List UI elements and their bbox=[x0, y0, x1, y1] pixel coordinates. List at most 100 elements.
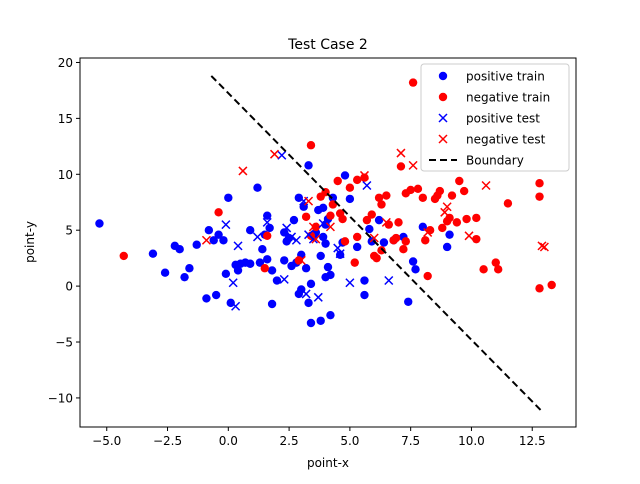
x-tick-label: 2.5 bbox=[280, 434, 299, 448]
positive-train-point bbox=[335, 250, 345, 259]
negative-test-point bbox=[537, 241, 547, 251]
negative-train-point bbox=[418, 193, 428, 202]
positive-train-point bbox=[263, 211, 272, 220]
negative-test-point bbox=[481, 180, 491, 191]
negative-test-point bbox=[308, 222, 318, 232]
positive-train-point bbox=[180, 272, 189, 282]
negative-train-point bbox=[462, 214, 471, 224]
positive-train-point bbox=[245, 226, 255, 235]
negative-test-point bbox=[359, 170, 370, 180]
legend-marker-negative-train bbox=[438, 92, 448, 102]
positive-train-point bbox=[95, 219, 104, 228]
negative-train-point bbox=[340, 237, 350, 246]
negative-train-point bbox=[263, 231, 272, 240]
positive-train-point bbox=[442, 242, 452, 252]
positive-train-point bbox=[345, 194, 355, 204]
positive-test-point bbox=[262, 217, 272, 227]
positive-train-point bbox=[258, 245, 267, 254]
negative-train-point bbox=[333, 176, 342, 186]
negative-train-point bbox=[345, 183, 355, 192]
positive-train-point bbox=[445, 230, 454, 239]
x-tick-label: 5.0 bbox=[340, 434, 359, 448]
negative-test-point bbox=[311, 234, 321, 244]
positive-train-point bbox=[211, 290, 221, 300]
x-axis-label: point-x bbox=[307, 456, 349, 470]
negative-train-point bbox=[260, 264, 269, 273]
positive-train-point bbox=[304, 298, 313, 308]
negative-test-point bbox=[201, 235, 211, 245]
negative-train-point bbox=[362, 215, 372, 225]
positive-test-point bbox=[301, 289, 311, 299]
positive-train-point bbox=[316, 251, 325, 261]
negative-train-point bbox=[535, 192, 544, 201]
negative-train-point bbox=[338, 214, 347, 224]
y-tick-label: 0 bbox=[65, 280, 73, 294]
y-axis-ticks: −10 −5 0 5 10 15 20 bbox=[48, 56, 80, 405]
positive-test-point bbox=[308, 234, 318, 244]
positive-train-point bbox=[280, 256, 289, 265]
positive-train-point bbox=[185, 264, 194, 273]
y-tick-label: 20 bbox=[58, 56, 73, 70]
negative-train-point bbox=[399, 245, 408, 254]
negative-test-point bbox=[539, 242, 549, 252]
legend-label-negative-train: negative train bbox=[466, 91, 550, 105]
positive-train-point bbox=[160, 268, 170, 277]
positive-train-point bbox=[326, 270, 335, 280]
positive-test-point bbox=[318, 218, 328, 229]
positive-train-point bbox=[267, 299, 277, 309]
negative-train-point bbox=[306, 141, 316, 150]
x-tick-label: −2.5 bbox=[153, 434, 182, 448]
negative-test-point bbox=[238, 166, 248, 176]
negative-train-point bbox=[377, 200, 386, 209]
negative-train-point bbox=[547, 280, 556, 290]
negative-test-point bbox=[304, 196, 314, 206]
positive-test-point bbox=[277, 150, 287, 160]
negative-train-point bbox=[352, 175, 362, 185]
negative-train-point bbox=[401, 237, 411, 246]
positive-train-point bbox=[294, 193, 304, 202]
positive-train-point bbox=[192, 240, 201, 249]
y-tick-label: 5 bbox=[65, 224, 73, 238]
positive-train-point bbox=[411, 265, 420, 274]
x-tick-label: 0.0 bbox=[219, 434, 238, 448]
positive-train-point bbox=[219, 236, 228, 245]
negative-train-point bbox=[493, 265, 503, 274]
negative-test-point bbox=[269, 149, 280, 159]
y-tick-label: −5 bbox=[55, 336, 73, 350]
negative-test-point bbox=[381, 217, 391, 227]
negative-train-point bbox=[367, 210, 376, 219]
negative-train-point bbox=[472, 234, 481, 244]
positive-test-point bbox=[291, 235, 301, 245]
positive-train-point bbox=[316, 316, 325, 325]
positive-train-point bbox=[360, 276, 369, 285]
negative-train-point bbox=[472, 213, 481, 223]
negative-test-point bbox=[440, 207, 450, 217]
x-tick-label: −5.0 bbox=[92, 434, 121, 448]
negative-train-point bbox=[119, 251, 128, 261]
plot-area-frame bbox=[79, 57, 577, 428]
x-tick-label: 7.5 bbox=[401, 434, 420, 448]
positive-train-point bbox=[379, 238, 389, 247]
positive-train-point bbox=[148, 249, 158, 258]
negative-train-point bbox=[491, 258, 500, 267]
x-tick-label: 12.5 bbox=[519, 434, 546, 448]
positive-train-point bbox=[267, 266, 277, 275]
negative-train-point bbox=[452, 218, 462, 227]
positive-train-point bbox=[323, 262, 333, 272]
positive-train-point bbox=[224, 193, 233, 202]
positive-train-point bbox=[263, 255, 272, 264]
negative-train-point bbox=[311, 222, 321, 232]
negative-train-point bbox=[447, 191, 457, 200]
negative-test-point bbox=[296, 255, 306, 265]
negative-train-point bbox=[438, 223, 447, 233]
positive-train-point bbox=[233, 266, 243, 275]
y-tick-label: 15 bbox=[58, 112, 73, 126]
negative-test-point bbox=[408, 160, 418, 170]
chart-title: Test Case 2 bbox=[287, 37, 368, 53]
negative-train-point bbox=[459, 186, 469, 196]
positive-test-point bbox=[345, 278, 355, 288]
plot-markers bbox=[95, 78, 556, 328]
legend-box bbox=[420, 63, 570, 172]
positive-train-point bbox=[374, 215, 384, 225]
